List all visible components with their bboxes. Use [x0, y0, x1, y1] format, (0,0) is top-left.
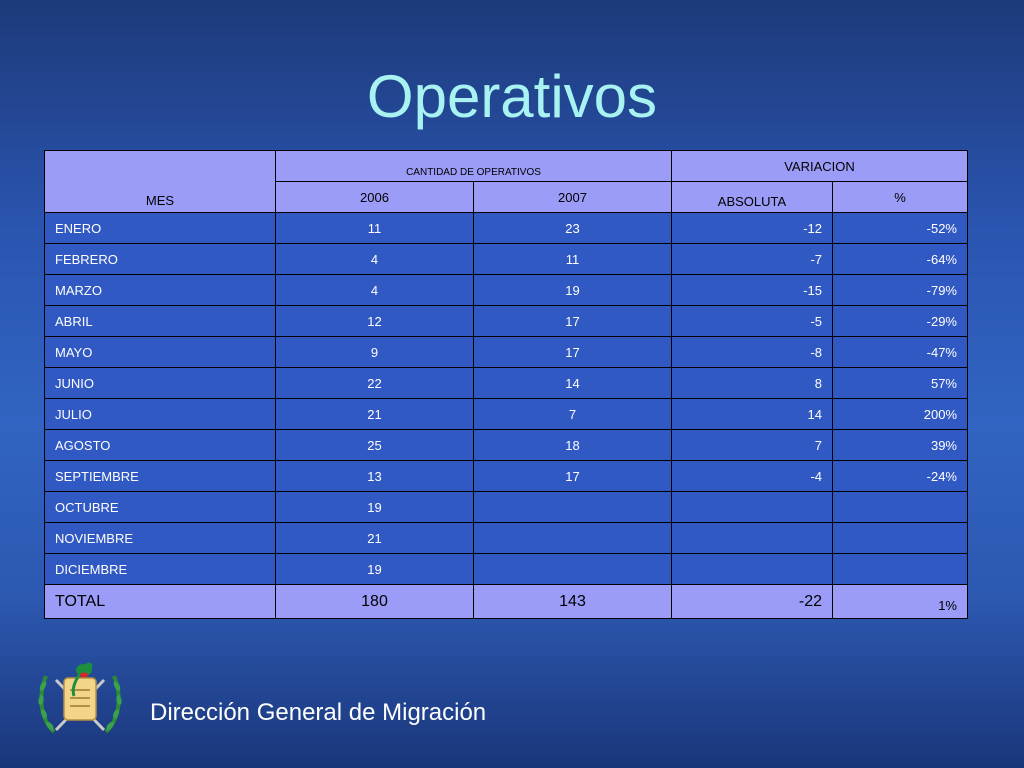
- cell-pct: 57%: [832, 367, 968, 399]
- table-row: MAYO 9 17 -8 -47%: [44, 336, 968, 368]
- cell-mes: DICIEMBRE: [44, 553, 276, 585]
- cell-mes: ENERO: [44, 212, 276, 244]
- cell-pct: [832, 491, 968, 523]
- cell-2006: 4: [275, 243, 474, 275]
- cell-absoluta: 7: [671, 429, 833, 461]
- cell-absoluta: -15: [671, 274, 833, 306]
- cell-2006: 11: [275, 212, 474, 244]
- cell-2007: [473, 522, 672, 554]
- cell-2007: 11: [473, 243, 672, 275]
- table-row: FEBRERO 4 11 -7 -64%: [44, 243, 968, 275]
- header-row-2: 2006 2007 ABSOLUTA %: [45, 181, 968, 213]
- table-row: ENERO 11 23 -12 -52%: [44, 212, 968, 244]
- table-row: MARZO 4 19 -15 -79%: [44, 274, 968, 306]
- header-mes: MES: [44, 150, 276, 213]
- cell-2007: [473, 491, 672, 523]
- table-row: AGOSTO 25 18 7 39%: [44, 429, 968, 461]
- cell-absoluta: -4: [671, 460, 833, 492]
- cell-pct: -64%: [832, 243, 968, 275]
- cell-mes: NOVIEMBRE: [44, 522, 276, 554]
- total-2007: 143: [473, 584, 672, 619]
- cell-pct: -29%: [832, 305, 968, 337]
- cell-2006: 13: [275, 460, 474, 492]
- cell-mes: AGOSTO: [44, 429, 276, 461]
- cell-absoluta: [671, 553, 833, 585]
- cell-2007: 17: [473, 460, 672, 492]
- cell-2007: 7: [473, 398, 672, 430]
- cell-absoluta: 8: [671, 367, 833, 399]
- header-row-1: MES CANTIDAD DE OPERATIVOS VARIACION: [44, 150, 968, 213]
- footer-organization: Dirección General de Migración: [150, 699, 487, 726]
- cell-absoluta: -5: [671, 305, 833, 337]
- cell-mes: SEPTIEMBRE: [44, 460, 276, 492]
- cell-pct: [832, 522, 968, 554]
- cell-2006: 22: [275, 367, 474, 399]
- cell-absoluta: 14: [671, 398, 833, 430]
- header-variacion: VARIACION: [671, 150, 968, 182]
- cell-absoluta: -7: [671, 243, 833, 275]
- table-row: ABRIL 12 17 -5 -29%: [44, 305, 968, 337]
- cell-absoluta: -12: [671, 212, 833, 244]
- table-row: JULIO 21 7 14 200%: [44, 398, 968, 430]
- cell-2007: [473, 553, 672, 585]
- header-2007: 2007: [473, 181, 672, 213]
- cell-pct: -24%: [832, 460, 968, 492]
- header-pct: %: [832, 181, 968, 213]
- table-row: NOVIEMBRE 21: [44, 522, 968, 554]
- cell-pct: 39%: [832, 429, 968, 461]
- total-absoluta: -22: [671, 584, 833, 619]
- table-row: DICIEMBRE 19: [44, 553, 968, 585]
- operativos-table: MES CANTIDAD DE OPERATIVOS VARIACION 200…: [44, 150, 968, 619]
- total-row: TOTAL 180 143 -22 1%: [44, 584, 968, 619]
- total-pct: 1%: [832, 584, 968, 619]
- cell-mes: ABRIL: [44, 305, 276, 337]
- cell-2006: 21: [275, 522, 474, 554]
- cell-2007: 17: [473, 336, 672, 368]
- header-cantidad: CANTIDAD DE OPERATIVOS: [275, 150, 672, 182]
- cell-pct: 200%: [832, 398, 968, 430]
- cell-mes: OCTUBRE: [44, 491, 276, 523]
- cell-2006: 4: [275, 274, 474, 306]
- table-row: OCTUBRE 19: [44, 491, 968, 523]
- cell-absoluta: -8: [671, 336, 833, 368]
- total-2006: 180: [275, 584, 474, 619]
- cell-2007: 19: [473, 274, 672, 306]
- header-absoluta: ABSOLUTA: [671, 181, 833, 213]
- table-row: SEPTIEMBRE 13 17 -4 -24%: [44, 460, 968, 492]
- table-row: JUNIO 22 14 8 57%: [44, 367, 968, 399]
- cell-2007: 14: [473, 367, 672, 399]
- cell-2007: 23: [473, 212, 672, 244]
- header-2006: 2006: [275, 181, 474, 213]
- cell-pct: -47%: [832, 336, 968, 368]
- cell-2007: 18: [473, 429, 672, 461]
- cell-mes: MARZO: [44, 274, 276, 306]
- cell-pct: -79%: [832, 274, 968, 306]
- cell-absoluta: [671, 491, 833, 523]
- cell-2006: 19: [275, 553, 474, 585]
- cell-absoluta: [671, 522, 833, 554]
- cell-mes: JUNIO: [44, 367, 276, 399]
- total-label: TOTAL: [44, 584, 276, 619]
- cell-mes: JULIO: [44, 398, 276, 430]
- cell-2007: 17: [473, 305, 672, 337]
- cell-2006: 25: [275, 429, 474, 461]
- cell-pct: -52%: [832, 212, 968, 244]
- slide-title: Operativos: [366, 63, 658, 130]
- cell-pct: [832, 553, 968, 585]
- cell-mes: MAYO: [44, 336, 276, 368]
- cell-2006: 12: [275, 305, 474, 337]
- coat-of-arms-icon: [38, 662, 122, 734]
- cell-2006: 21: [275, 398, 474, 430]
- cell-mes: FEBRERO: [44, 243, 276, 275]
- cell-2006: 19: [275, 491, 474, 523]
- cell-2006: 9: [275, 336, 474, 368]
